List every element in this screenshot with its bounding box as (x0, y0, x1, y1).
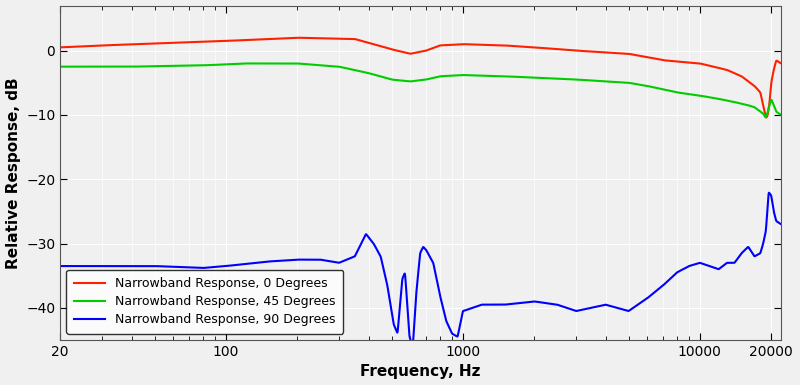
Line: Narrowband Response, 90 Degrees: Narrowband Response, 90 Degrees (60, 193, 781, 345)
Narrowband Response, 45 Degrees (524, 75, 534, 80)
Narrowband Response, 90 Degrees (764, 191, 774, 195)
Line: Narrowband Response, 0 Degrees: Narrowband Response, 0 Degrees (60, 38, 781, 117)
Narrowband Response, 45 Degrees (488, 74, 498, 78)
Narrowband Response, 90 Degrees (408, 343, 418, 348)
Line: Narrowband Response, 45 Degrees: Narrowband Response, 45 Degrees (60, 64, 781, 117)
Narrowband Response, 0 Degrees (293, 35, 302, 40)
Narrowband Response, 45 Degrees (761, 115, 770, 120)
Narrowband Response, 90 Degrees (186, 265, 196, 270)
Legend: Narrowband Response, 0 Degrees, Narrowband Response, 45 Degrees, Narrowband Resp: Narrowband Response, 0 Degrees, Narrowba… (66, 270, 343, 334)
Narrowband Response, 90 Degrees (488, 302, 498, 307)
X-axis label: Frequency, Hz: Frequency, Hz (360, 365, 481, 380)
Narrowband Response, 0 Degrees (776, 61, 786, 65)
Narrowband Response, 45 Degrees (186, 63, 196, 68)
Narrowband Response, 45 Degrees (776, 112, 786, 117)
Narrowband Response, 45 Degrees (594, 79, 603, 83)
Narrowband Response, 45 Degrees (242, 61, 251, 66)
Narrowband Response, 90 Degrees (55, 264, 65, 268)
Narrowband Response, 0 Degrees (331, 36, 341, 41)
Narrowband Response, 90 Degrees (524, 300, 534, 304)
Narrowband Response, 45 Degrees (648, 85, 658, 89)
Narrowband Response, 0 Degrees (648, 56, 658, 61)
Narrowband Response, 90 Degrees (331, 260, 341, 264)
Narrowband Response, 0 Degrees (524, 45, 534, 49)
Narrowband Response, 45 Degrees (331, 64, 341, 69)
Narrowband Response, 90 Degrees (648, 291, 658, 296)
Y-axis label: Relative Response, dB: Relative Response, dB (6, 77, 21, 269)
Narrowband Response, 0 Degrees (186, 40, 196, 45)
Narrowband Response, 45 Degrees (55, 64, 65, 69)
Narrowband Response, 90 Degrees (776, 222, 786, 226)
Narrowband Response, 90 Degrees (594, 304, 603, 308)
Narrowband Response, 0 Degrees (55, 45, 65, 50)
Narrowband Response, 0 Degrees (488, 43, 498, 47)
Narrowband Response, 0 Degrees (762, 115, 771, 120)
Narrowband Response, 0 Degrees (594, 50, 603, 54)
